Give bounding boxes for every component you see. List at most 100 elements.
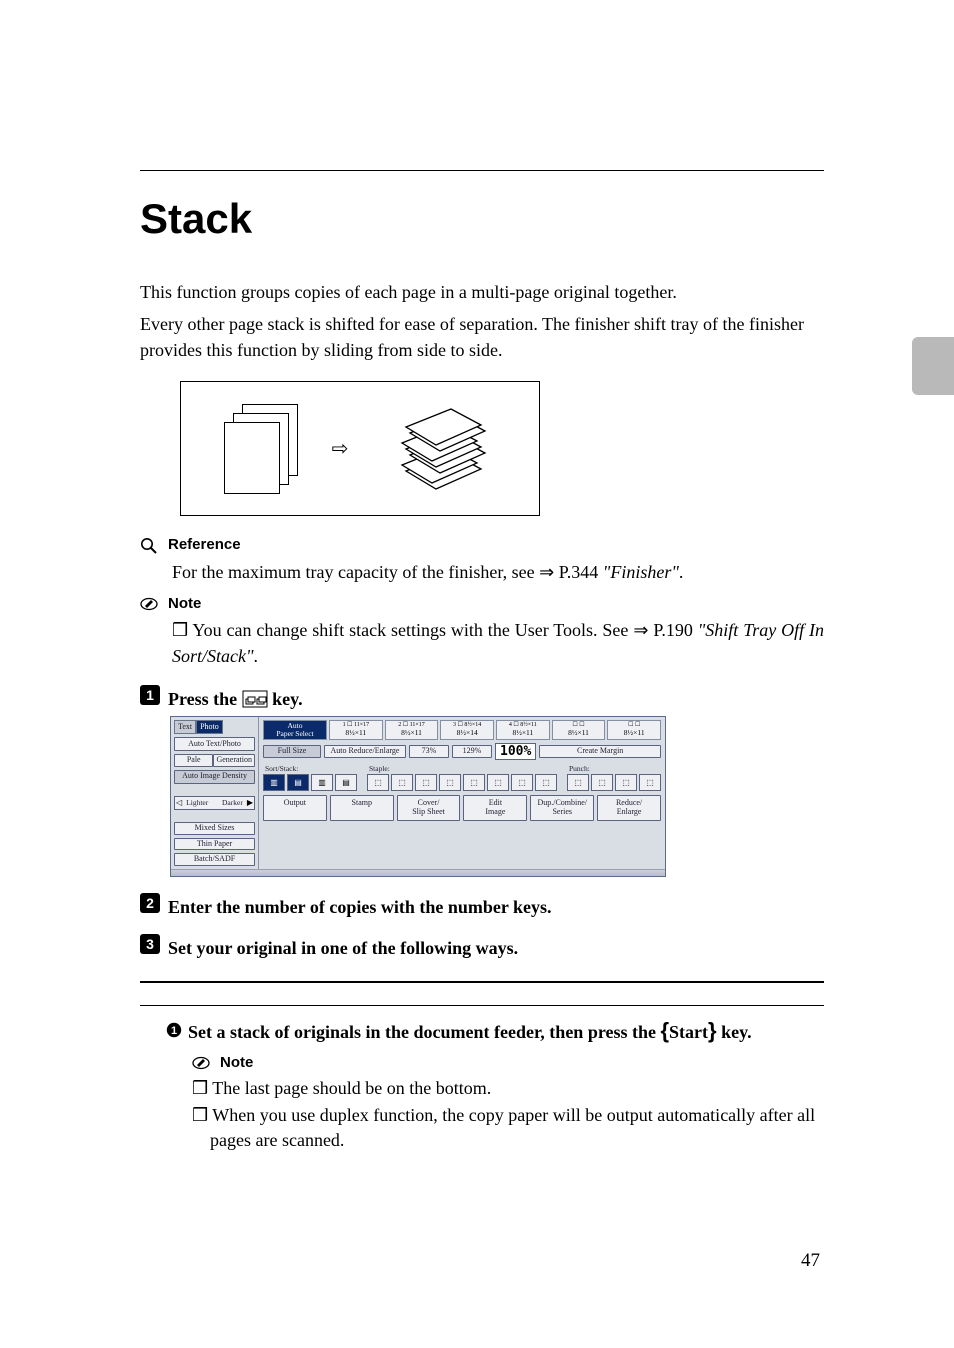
sub-section: 1 Set a stack of originals in the docume… [140,981,824,1153]
step1-right: key. [272,689,303,709]
btn-output[interactable]: Output [263,795,327,821]
step-1: 1 Press the key. [140,685,824,710]
staple-8[interactable]: ⬚ [535,774,557,791]
staple-1[interactable]: ⬚ [367,774,389,791]
btn-auto-text-photo[interactable]: Auto Text/Photo [174,737,255,751]
ui-screenshot: Text Photo Auto Text/Photo Pale Generati… [170,716,666,877]
btn-cover[interactable]: Cover/ Slip Sheet [397,795,461,821]
punch-4[interactable]: ⬚ [639,774,661,791]
punch-1[interactable]: ⬚ [567,774,589,791]
paper-tray-5[interactable]: ☐ ☐8½×11 [552,720,606,740]
note1-body: You can change shift stack settings with… [192,620,633,640]
sb-left: Set a stack of originals in the document… [188,1022,660,1042]
arrow-icon: ⇨ [332,436,349,461]
btn-auto-reduce[interactable]: Auto Reduce/Enlarge [324,745,406,759]
note1-diamond: ❒ [172,620,192,640]
btn-lighter[interactable]: Lighter [184,798,210,808]
note1-arrow: ⇒ [633,620,648,640]
note1-page: P.190 [653,620,697,640]
sort-opt-3[interactable]: ▥ [311,774,333,791]
btn-darker[interactable]: Darker [220,798,245,808]
paper-auto[interactable]: Auto Paper Select [263,720,327,740]
note1-label: Note [168,595,201,612]
pct-display: 100% [495,743,536,760]
note1-text: ❒ You can change shift stack settings wi… [172,617,824,669]
stack-diagram: ⇨ [180,381,540,516]
label-punch: Punch: [569,764,661,773]
svg-text:1: 1 [171,1025,177,1037]
btn-dup[interactable]: Dup./Combine/ Series [530,795,594,821]
btn-129[interactable]: 129% [452,745,492,759]
paper-tray-3[interactable]: 3 ☐ 8½×148½×14 [440,720,494,740]
btn-stamp[interactable]: Stamp [330,795,394,821]
ref-italic: "Finisher" [603,562,679,582]
btn-73[interactable]: 73% [409,745,449,759]
sort-opt-2[interactable]: ▤ [287,774,309,791]
step-3: 3 Set your original in one of the follow… [140,934,824,959]
diagram-output-stack [376,401,496,496]
svg-text:2: 2 [146,895,154,911]
btn-reduce[interactable]: Reduce/ Enlarge [597,795,661,821]
note1-period: . [254,646,259,666]
label-sort: Sort/Stack: [265,764,357,773]
punch-2[interactable]: ⬚ [591,774,613,791]
reference-heading: Reference [140,536,824,554]
sub-bullet-1: 1 Set a stack of originals in the docume… [166,1016,824,1046]
punch-3[interactable]: ⬚ [615,774,637,791]
ref-arrow: ⇒ [539,562,554,582]
btn-batch[interactable]: Batch/SADF [174,853,255,866]
reference-text: For the maximum tray capacity of the fin… [172,559,824,585]
stack-key-icon [242,690,268,708]
ref-period: . [679,562,684,582]
btn-thin-paper[interactable]: Thin Paper [174,838,255,851]
rbracket: } [708,1018,717,1043]
note1-heading: Note [140,595,824,613]
magnifier-icon [140,537,158,555]
diagram-source-stack [224,404,304,494]
ref-text: For the maximum tray capacity of the fin… [172,562,539,582]
page-title: Stack [140,195,824,243]
reference-label: Reference [168,536,241,553]
btn-auto-density[interactable]: Auto Image Density [174,770,255,784]
intro-para-1: This function groups copies of each page… [140,279,824,305]
paper-tray-2[interactable]: 2 ☐ 11×178½×11 [385,720,439,740]
btn-full-size[interactable]: Full Size [263,745,321,759]
step-1-icon: 1 [140,685,160,705]
btn-pale[interactable]: Pale [174,754,213,767]
step1-left: Press the [168,689,242,709]
staple-7[interactable]: ⬚ [511,774,533,791]
tab-photo[interactable]: Photo [196,720,223,734]
pencil-icon [140,595,158,613]
staple-5[interactable]: ⬚ [463,774,485,791]
svg-text:3: 3 [146,936,154,952]
intro-para-2: Every other page stack is shifted for ea… [140,311,824,363]
lbracket: { [660,1018,669,1043]
pencil-icon-2 [192,1054,210,1072]
tab-text[interactable]: Text [174,720,196,734]
staple-3[interactable]: ⬚ [415,774,437,791]
btn-generation[interactable]: Generation [213,754,255,767]
note2-label: Note [220,1054,253,1071]
btn-margin[interactable]: Create Margin [539,745,661,759]
sc-bottom-strip [171,869,665,876]
step-2: 2 Enter the number of copies with the nu… [140,893,824,918]
step-3-text: Set your original in one of the followin… [168,938,518,959]
ref-page: P.344 [559,562,603,582]
staple-4[interactable]: ⬚ [439,774,461,791]
btn-edit[interactable]: Edit Image [463,795,527,821]
paper-tray-4[interactable]: 4 ☐ 8½×118½×11 [496,720,550,740]
staple-2[interactable]: ⬚ [391,774,413,791]
sort-opt-1[interactable]: ▥ [263,774,285,791]
step-1-text: Press the key. [168,689,303,710]
paper-tray-1[interactable]: 1 ☐ 11×178½×11 [329,720,383,740]
side-tab [912,337,954,395]
top-divider [140,170,824,171]
sb-right: key. [717,1022,752,1042]
btn-mixed[interactable]: Mixed Sizes [174,822,255,835]
paper-tray-6[interactable]: ☐ ☐8½×11 [607,720,661,740]
sb-key: Start [669,1022,708,1042]
step-2-icon: 2 [140,893,160,913]
sort-opt-4[interactable]: ▤ [335,774,357,791]
staple-6[interactable]: ⬚ [487,774,509,791]
label-staple: Staple: [369,764,557,773]
